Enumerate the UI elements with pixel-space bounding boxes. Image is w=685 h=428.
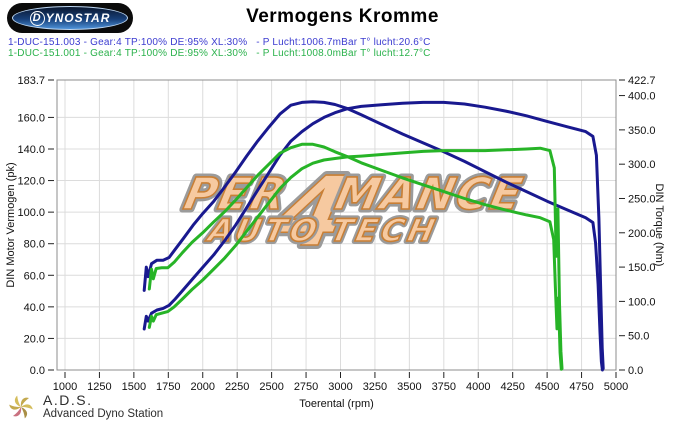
svg-text:3500: 3500 <box>397 381 421 393</box>
svg-text:422.7: 422.7 <box>628 75 656 87</box>
run-003-torque-nm <box>142 100 604 372</box>
svg-text:1500: 1500 <box>122 381 146 393</box>
svg-text:160.0: 160.0 <box>17 112 45 124</box>
ads-text-block: A.D.S. Advanced Dyno Station <box>43 392 164 421</box>
ads-pinwheel-icon <box>9 395 33 419</box>
svg-text:3000: 3000 <box>328 381 352 393</box>
chart-series <box>142 100 605 372</box>
dynostar-logo-d-badge: D <box>29 10 45 26</box>
svg-text:MANCE: MANCE <box>331 169 529 219</box>
chart-axes: 183.7 160.0 140.0 120.0 100.0 80.0 60.0 40.0 20.… <box>5 75 665 410</box>
svg-text:0.0: 0.0 <box>628 365 643 377</box>
svg-text:2000: 2000 <box>191 381 215 393</box>
svg-text:4500: 4500 <box>535 381 559 393</box>
svg-text:5000: 5000 <box>604 381 628 393</box>
footer: A.D.S. Advanced Dyno Station <box>8 393 163 421</box>
svg-text:1250: 1250 <box>87 381 111 393</box>
svg-text:2500: 2500 <box>259 381 283 393</box>
svg-text:4250: 4250 <box>500 381 524 393</box>
svg-text:50.0: 50.0 <box>628 331 649 343</box>
run-info-line-2: 1-DUC-151.001 - Gear:4 TP:100% DE:95% XL… <box>8 48 431 59</box>
svg-text:100.0: 100.0 <box>17 207 45 219</box>
ads-abbr: A.D.S. <box>43 392 93 408</box>
page-title: Vermogens Kromme <box>246 6 439 27</box>
pinwheel-petal <box>14 395 21 407</box>
svg-text:80.0: 80.0 <box>24 239 45 251</box>
svg-text:120.0: 120.0 <box>17 176 45 188</box>
svg-text:3750: 3750 <box>432 381 456 393</box>
ads-name: Advanced Dyno Station <box>43 408 164 420</box>
svg-text:4750: 4750 <box>569 381 593 393</box>
svg-text:40.0: 40.0 <box>24 302 45 314</box>
pinwheel-petal <box>20 397 29 407</box>
svg-text:1750: 1750 <box>156 381 180 393</box>
svg-text:140.0: 140.0 <box>17 144 45 156</box>
dynostar-logo-rest: YNOSTAR <box>45 11 111 25</box>
svg-text:20.0: 20.0 <box>24 333 45 345</box>
svg-text:2250: 2250 <box>225 381 249 393</box>
dynostar-logo: D YNOSTAR <box>7 3 133 33</box>
svg-text:250.0: 250.0 <box>628 193 656 205</box>
y-right-axis-label: DIN Torque (Nm) <box>653 184 665 267</box>
pinwheel-petal <box>13 407 22 417</box>
pinwheel-petal <box>21 404 33 410</box>
run-003-power-pk <box>142 100 605 370</box>
svg-text:400.0: 400.0 <box>628 91 656 103</box>
svg-text:2750: 2750 <box>294 381 318 393</box>
x-axis-label: Toerental (rpm) <box>299 398 374 410</box>
svg-text:4000: 4000 <box>466 381 490 393</box>
run-info-line-1: 1-DUC-151.003 - Gear:4 TP:100% DE:95% XL… <box>8 37 431 48</box>
svg-text:PER: PER <box>180 169 293 219</box>
svg-text:0.0: 0.0 <box>30 365 45 377</box>
svg-text:300.0: 300.0 <box>628 159 656 171</box>
svg-text:TECH: TECH <box>327 213 442 249</box>
svg-text:100.0: 100.0 <box>628 296 656 308</box>
svg-text:200.0: 200.0 <box>628 228 656 240</box>
svg-text:183.7: 183.7 <box>17 75 45 87</box>
y-left-axis-label: DIN Motor Vermogen (pk) <box>5 162 17 287</box>
svg-text:150.0: 150.0 <box>628 262 656 274</box>
run-001-power-pk <box>147 146 564 370</box>
pinwheel-petal <box>9 404 21 410</box>
svg-text:1000: 1000 <box>53 381 77 393</box>
svg-text:60.0: 60.0 <box>24 270 45 282</box>
svg-text:TECH: TECH <box>327 213 442 249</box>
dynostar-logo-text: D YNOSTAR <box>29 10 111 26</box>
pinwheel-petal <box>20 407 28 419</box>
svg-text:MANCE: MANCE <box>331 169 529 219</box>
svg-text:3250: 3250 <box>363 381 387 393</box>
chart-frame <box>56 79 617 371</box>
svg-text:350.0: 350.0 <box>628 125 656 137</box>
run-001-torque-nm <box>147 142 563 371</box>
